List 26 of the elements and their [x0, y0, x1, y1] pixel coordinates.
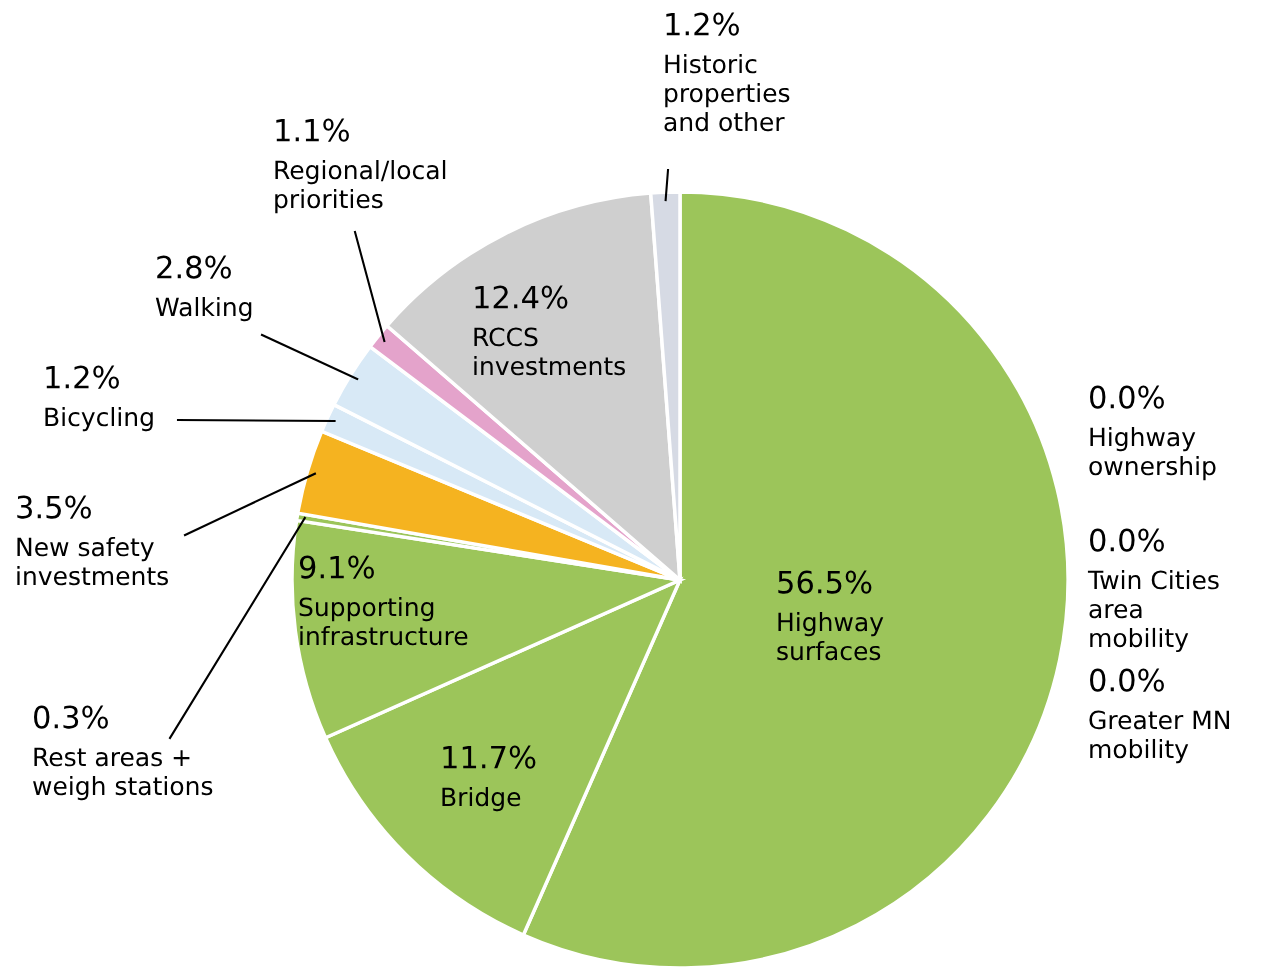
- data-label: 1.1%: [276, 118, 349, 142]
- data-label: 0.3%: [34, 705, 108, 729]
- slice-label: Supporting infrastructure: [299, 597, 468, 646]
- slice-label: Bicycling: [45, 407, 153, 432]
- slice-label: Historic properties and other: [664, 54, 790, 132]
- slice-label: Walking: [155, 297, 252, 322]
- text: 0.0%: [1090, 528, 1164, 552]
- category-label: Twin Cities area mobility: [1087, 570, 1219, 653]
- slice-label: Bridge: [442, 787, 521, 812]
- slice-label: Regional/local priorities: [275, 160, 446, 214]
- data-label: 1.2%: [666, 12, 739, 36]
- slice-label: RCCS investments: [474, 327, 625, 376]
- data-label: 56.5%: [778, 570, 872, 594]
- slice-label: Rest areas + weigh stations: [33, 747, 213, 801]
- data-label: 3.5%: [17, 495, 91, 519]
- data-label: 11.7%: [443, 745, 536, 769]
- data-label: 2.8%: [157, 255, 231, 279]
- slice-label: Highway surfaces: [777, 612, 884, 661]
- data-label: 9.1%: [299, 555, 374, 579]
- text: 0.0%: [1090, 668, 1164, 692]
- data-label: 1.2%: [46, 365, 119, 389]
- category-label: Highway ownership: [1089, 427, 1216, 481]
- category-label: Greater MN mobility: [1089, 710, 1230, 764]
- data-label: 12.4%: [475, 285, 568, 309]
- text: 0.0%: [1090, 385, 1164, 409]
- slice-label: New safety investments: [17, 537, 168, 586]
